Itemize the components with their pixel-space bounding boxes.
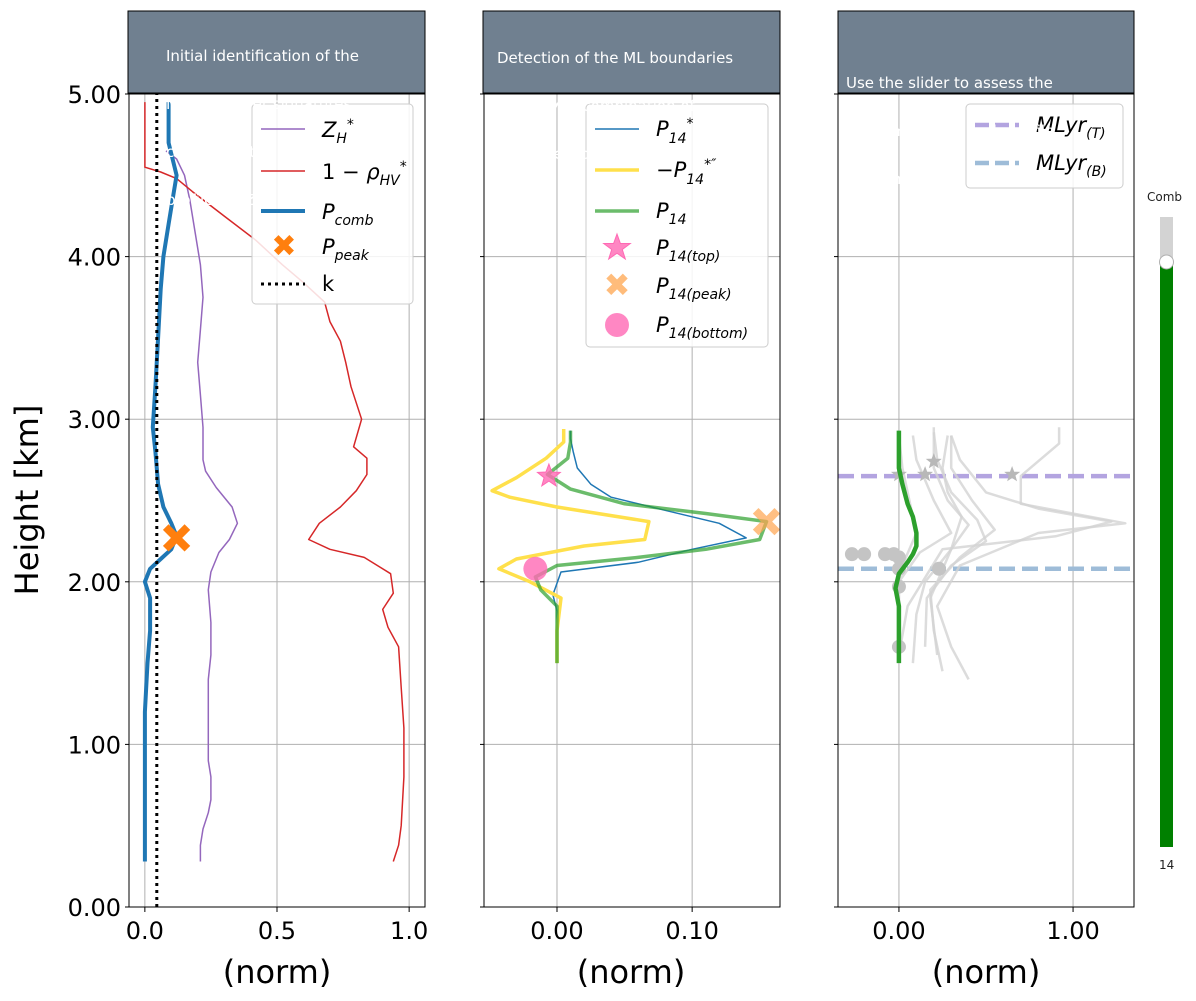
- legend-p14peak-marker: ✖: [604, 266, 631, 304]
- marker-circle: [931, 561, 946, 576]
- combination-line: [929, 435, 963, 656]
- p1-header-line-4: profiles of ZH and ρHV: [166, 191, 325, 212]
- series-line: [144, 102, 405, 862]
- p1-plot: [142, 94, 405, 907]
- marker-circle: [891, 550, 906, 565]
- p2-legend: P14* −P14*″ P14 P14(top) ✖ P14(peak) P14…: [585, 103, 769, 348]
- marker-circle: [844, 547, 859, 562]
- p3-legend: MLyr(T) MLyr(B): [965, 103, 1124, 189]
- series-line: [142, 102, 179, 862]
- slider-fill[interactable]: [1160, 262, 1173, 847]
- series-line: [533, 430, 769, 664]
- slider-value: 14: [1159, 858, 1175, 872]
- marker-x-stroke: [162, 524, 191, 552]
- legend-p14bottom-marker: [605, 313, 629, 337]
- slider-label: Comb: [1147, 190, 1183, 204]
- p2-header-text: Detection of the ML boundaries for a giv…: [497, 18, 733, 178]
- x-tick-label: 1.0: [390, 917, 428, 945]
- p3-header-text: Use the slider to assess the performance…: [846, 11, 1101, 203]
- y-axis-label: Height [km]: [8, 405, 46, 596]
- x-tick-label: 0.5: [258, 917, 296, 945]
- p2-axes-frame: [483, 93, 781, 908]
- legend-p14top-marker: [602, 232, 632, 261]
- p2-header-line-1: Detection of the ML boundaries: [497, 49, 734, 67]
- p1-legend: ZH* 1 − ρHV* Pcomb ✖ Ppeak k: [251, 103, 414, 305]
- p2-legend-box: [585, 103, 769, 348]
- p3-axes-frame: [837, 93, 1135, 908]
- p3-header-line-3: performance of each profile: [846, 122, 1055, 140]
- y-tick-label: 3.00: [68, 406, 121, 434]
- p3-x-axis-label: (norm): [932, 953, 1041, 991]
- marker-x: [752, 507, 780, 536]
- marker-star: [536, 462, 562, 487]
- p1-header-line-2: Melting Layer signatures: [166, 95, 352, 113]
- combination-line: [911, 427, 970, 664]
- p1-header-line-1: Initial identification of the: [166, 47, 359, 65]
- p2-header-box: [482, 10, 781, 94]
- x-tick-label: 0.10: [665, 917, 718, 945]
- p1-header-line-3: combining the normalised: [166, 143, 362, 161]
- p3-grid: [838, 93, 1134, 908]
- comb-slider[interactable]: [1159, 217, 1174, 847]
- y-tick-label: 1.00: [68, 731, 121, 759]
- series-line: [490, 429, 651, 664]
- p1-header-text: Initial identification of the Melting La…: [166, 16, 362, 231]
- marker-star: [1004, 466, 1021, 482]
- slider-handle[interactable]: [1159, 254, 1174, 270]
- p2-header-line-3: polarimetric profiles.: [497, 145, 653, 163]
- p2-header-line-2: for a given combination of: [497, 97, 695, 115]
- marker-star: [917, 466, 934, 482]
- y-tick-label: 5.00: [68, 81, 121, 109]
- selected-combination: [893, 430, 919, 664]
- x-tick-label: 0.00: [872, 917, 925, 945]
- marker-x: [162, 524, 191, 552]
- p3-header-line-4: combination for detecting the ML.: [846, 170, 1101, 188]
- p2-plot: [490, 429, 780, 664]
- y-tick-label: 2.00: [68, 569, 121, 597]
- y-tick-label: 0.00: [68, 894, 121, 922]
- series-line: [165, 150, 239, 862]
- marker-x-stroke: [752, 507, 780, 536]
- p1-x-axis-label: (norm): [223, 953, 332, 991]
- p3-header-box: [837, 10, 1135, 94]
- p3-header-line-2: Use the slider to assess the: [846, 74, 1053, 92]
- legend-k-label: k: [322, 272, 335, 296]
- p1-header-box: [127, 10, 426, 94]
- axis-ticks: 0.0 0.5 1.0 0.00 1.00 2.00 3.00 4.00 5.00 0.00 0.1…: [68, 81, 1100, 945]
- p2-x-axis-label: (norm): [577, 953, 686, 991]
- marker-star: [925, 453, 942, 469]
- legend-ppeak-marker: ✖: [271, 229, 296, 264]
- p1-legend-box: [251, 103, 414, 305]
- y-tick-label: 4.00: [68, 244, 121, 272]
- p3-plot: [838, 427, 1134, 680]
- combination-line: [897, 435, 1113, 656]
- marker-circle: [523, 556, 548, 581]
- x-tick-label: 1.00: [1046, 917, 1099, 945]
- x-tick-label: 0.00: [530, 917, 583, 945]
- marker-circle: [857, 547, 872, 562]
- x-tick-label: 0.0: [126, 917, 164, 945]
